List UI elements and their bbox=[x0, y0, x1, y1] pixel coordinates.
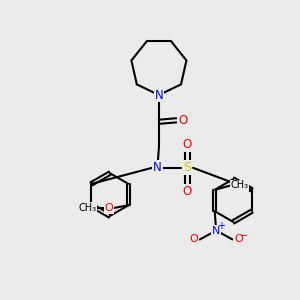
Text: O: O bbox=[105, 203, 113, 213]
Text: CH₃: CH₃ bbox=[230, 180, 248, 190]
Text: CH₃: CH₃ bbox=[78, 203, 97, 213]
Text: N: N bbox=[154, 88, 163, 101]
Text: O: O bbox=[178, 114, 187, 127]
Text: N: N bbox=[212, 226, 220, 236]
Text: O: O bbox=[234, 235, 243, 244]
Text: N: N bbox=[153, 161, 162, 174]
Text: O: O bbox=[182, 185, 192, 198]
Text: O: O bbox=[182, 138, 192, 151]
Text: O: O bbox=[190, 235, 198, 244]
Text: S: S bbox=[183, 161, 191, 174]
Text: −: − bbox=[240, 232, 248, 242]
Text: +: + bbox=[218, 221, 226, 231]
